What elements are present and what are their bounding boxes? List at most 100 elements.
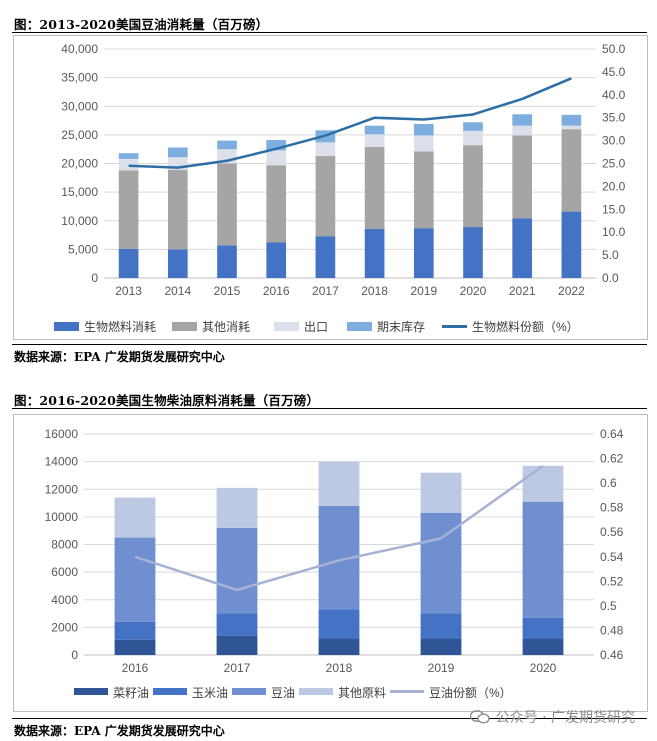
bar-segment <box>420 638 462 655</box>
figure-1-title: 图：2013-2020美国豆油消耗量（百万磅） <box>14 17 269 32</box>
bar-segment <box>420 613 462 639</box>
x-tick-label: 2014 <box>164 284 191 298</box>
bar-segment <box>216 487 258 528</box>
series-line <box>128 77 572 169</box>
legend-label: 菜籽油 <box>113 686 149 700</box>
y-tick-label: 10,000 <box>61 214 98 228</box>
y2-tick-label: 0.54 <box>600 550 624 564</box>
y2-tick-label: 0.64 <box>600 427 624 441</box>
figure-2-bottom-rule <box>12 718 647 719</box>
bar-segment <box>561 114 582 126</box>
bar-segment <box>315 142 336 157</box>
bar-segment <box>217 163 237 246</box>
y2-tick-label: 10.0 <box>602 225 626 239</box>
bar-segment <box>420 472 462 513</box>
bar-segment <box>512 125 533 136</box>
x-tick-label: 2015 <box>214 284 241 298</box>
y-tick-label: 25,000 <box>61 128 98 142</box>
bar-segment <box>167 147 188 158</box>
bar-segment <box>561 125 582 130</box>
watermark-text: 公众号 · 广发期货研究 <box>495 710 635 726</box>
bar-segment <box>318 638 360 655</box>
figure-1-rule <box>12 32 647 33</box>
legend-swatch <box>274 322 299 331</box>
y-tick-label: 35,000 <box>61 71 98 85</box>
bar-segment <box>266 165 287 243</box>
legend-label: 生物燃料份额（%） <box>472 319 579 334</box>
y2-tick-label: 0.5 <box>600 599 617 613</box>
y-tick-label: 0 <box>71 648 78 662</box>
bar-segment <box>118 153 139 159</box>
y-tick-label: 30,000 <box>61 99 98 113</box>
bar-segment <box>315 156 336 237</box>
figure-1-bottom-rule <box>12 344 647 345</box>
bar-segment <box>216 613 258 636</box>
legend-swatch <box>299 688 333 695</box>
legend-swatch <box>54 322 79 331</box>
bar-segment <box>266 140 287 151</box>
legend-swatch <box>74 688 108 695</box>
y2-tick-label: 0.58 <box>600 501 624 515</box>
bar-segment <box>512 114 533 126</box>
x-tick-label: 2019 <box>428 661 455 675</box>
bar-segment <box>315 236 336 278</box>
x-tick-label: 2018 <box>361 284 388 298</box>
y2-tick-label: 50.0 <box>602 42 626 56</box>
bar-segment <box>522 501 564 618</box>
x-tick-label: 2020 <box>530 661 557 675</box>
x-tick-label: 2016 <box>263 284 290 298</box>
bar-segment <box>118 248 139 278</box>
bar-segment <box>114 497 156 538</box>
legend-label: 其他原料 <box>338 686 386 700</box>
legend-label: 其他消耗 <box>202 320 250 334</box>
y2-tick-label: 35.0 <box>602 111 626 125</box>
bar-segment <box>413 135 434 152</box>
legend-label: 豆油份额（%） <box>429 686 512 700</box>
bar-segment <box>463 122 483 131</box>
y-tick-label: 12000 <box>45 482 79 496</box>
legend-label: 玉米油 <box>192 686 228 700</box>
bar-segment <box>364 228 385 278</box>
bar-segment <box>266 242 287 278</box>
bar-segment <box>118 158 139 171</box>
y2-tick-label: 30.0 <box>602 134 626 148</box>
watermark: 公众号 · 广发期货研究 <box>469 707 635 727</box>
legend-swatch <box>232 688 266 695</box>
bar-segment <box>463 145 483 228</box>
bar-segment <box>413 151 434 229</box>
x-tick-label: 2017 <box>312 284 339 298</box>
y-tick-label: 5,000 <box>68 242 98 256</box>
y-tick-label: 8000 <box>51 538 78 552</box>
chart-2-box: 0 2000 4000 6000 8000 10000 12000 14000 16000 0.4… <box>13 414 648 712</box>
y-tick-label: 16000 <box>45 427 79 441</box>
bar-segment <box>413 228 434 278</box>
bar-segment <box>114 621 156 640</box>
y2-tick-label: 0.48 <box>600 623 624 637</box>
legend-label: 期末库存 <box>377 319 425 334</box>
y2-tick-label: 0.62 <box>600 452 624 466</box>
bar-segment <box>114 639 156 655</box>
bar-segment <box>522 638 564 655</box>
bar-segment <box>364 146 385 229</box>
y-tick-label: 14000 <box>45 455 79 469</box>
bar-segment <box>463 227 483 278</box>
bar-segment <box>217 140 237 150</box>
legend-swatch <box>153 688 187 695</box>
y2-tick-label: 25.0 <box>602 157 626 171</box>
bar-segment <box>118 170 139 249</box>
bar-segment <box>217 245 237 278</box>
y-tick-label: 15,000 <box>61 185 98 199</box>
x-tick-label: 2019 <box>410 284 437 298</box>
figure-2-source: 数据来源：EPA 广发期货发展研究中心 <box>14 724 225 738</box>
bar-segment <box>561 211 582 278</box>
bar-segment <box>216 635 258 655</box>
bar-segment <box>216 527 258 614</box>
legend-label: 豆油 <box>271 686 295 700</box>
bar-segment <box>167 249 188 278</box>
y2-tick-label: 0.0 <box>602 271 619 285</box>
chart-1-svg: 0 5,000 10,000 15,000 20,000 25,000 30,000 35,0… <box>54 42 626 334</box>
y-tick-label: 20,000 <box>61 157 98 171</box>
x-tick-label: 2016 <box>122 661 149 675</box>
figure-2-title: 图：2016-2020美国生物柴油原料消耗量（百万磅） <box>14 393 320 408</box>
y2-tick-label: 20.0 <box>602 179 626 193</box>
